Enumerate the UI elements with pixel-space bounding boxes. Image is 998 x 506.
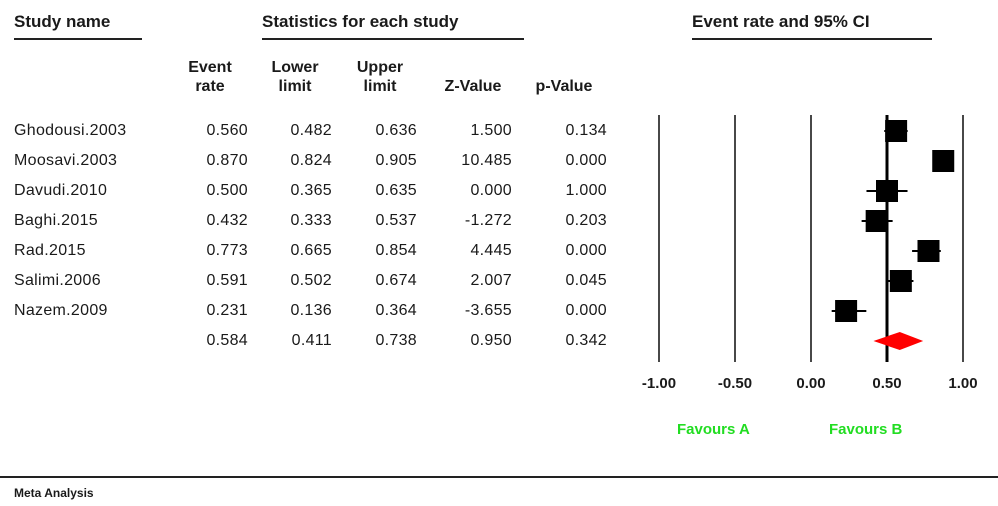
z-value-cell: 1.500 xyxy=(470,122,512,139)
study-name-cell: Salimi.2006 xyxy=(14,272,101,289)
lower-limit-cell: 0.502 xyxy=(290,272,332,289)
study-name-cell: Rad.2015 xyxy=(14,242,86,259)
study-marker xyxy=(889,270,912,292)
x-tick-label: -0.50 xyxy=(718,375,752,392)
x-tick-label: 1.00 xyxy=(948,375,977,392)
upper-limit-cell: 0.537 xyxy=(375,212,417,229)
lower-limit-cell: 0.411 xyxy=(291,332,332,349)
lower-limit-cell: 0.136 xyxy=(290,302,332,319)
column-header-line2: p-Value xyxy=(535,78,593,95)
z-value-cell: 0.000 xyxy=(470,182,512,199)
study-row: Salimi.2006 0.591 0.502 0.674 2.007 0.045 xyxy=(0,266,640,296)
study-name-cell: Baghi.2015 xyxy=(14,212,98,229)
column-header-line2: limit xyxy=(363,78,397,95)
study-row: Rad.2015 0.773 0.665 0.854 4.445 0.000 xyxy=(0,236,640,266)
statistics-header: Statistics for each study xyxy=(262,12,459,31)
p-value-cell: 1.000 xyxy=(565,182,607,199)
column-header-upper-limit: Upper limit xyxy=(340,58,420,96)
column-header-z-value: Z-Value xyxy=(428,58,518,96)
column-header-line2: limit xyxy=(278,78,312,95)
p-value-cell: 0.000 xyxy=(565,302,607,319)
p-value-cell: 0.203 xyxy=(565,212,607,229)
z-value-cell: 4.445 xyxy=(470,242,512,259)
event-rate-cell: 0.500 xyxy=(206,182,248,199)
x-tick-label: -1.00 xyxy=(642,375,676,392)
study-name-cell: Nazem.2009 xyxy=(14,302,108,319)
event-rate-cell: 0.584 xyxy=(206,332,248,349)
p-value-cell: 0.000 xyxy=(565,152,607,169)
upper-limit-cell: 0.738 xyxy=(375,332,417,349)
z-value-cell: -1.272 xyxy=(464,212,512,229)
event-rate-cell: 0.432 xyxy=(206,212,248,229)
forest-plot: -1.00 -0.50 0.00 0.50 1.00 xyxy=(642,115,978,392)
study-row: Nazem.2009 0.231 0.136 0.364 -3.655 0.000 xyxy=(0,296,640,326)
column-header-event-rate: Event rate xyxy=(170,58,250,96)
column-header-line1: Event xyxy=(188,59,232,76)
plot-title-underline xyxy=(692,38,932,40)
study-marker xyxy=(917,240,940,262)
summary-row: 0.584 0.411 0.738 0.950 0.342 xyxy=(0,326,640,356)
column-header-p-value: p-Value xyxy=(518,58,610,96)
footer-label: Meta Analysis xyxy=(14,486,94,500)
upper-limit-cell: 0.635 xyxy=(375,182,417,199)
study-name-cell: Ghodousi.2003 xyxy=(14,122,127,139)
study-row: Ghodousi.2003 0.560 0.482 0.636 1.500 0.134 xyxy=(0,116,640,146)
z-value-cell: 10.485 xyxy=(461,152,512,169)
study-row: Baghi.2015 0.432 0.333 0.537 -1.272 0.203 xyxy=(0,206,640,236)
summary-diamond xyxy=(873,332,924,350)
event-rate-cell: 0.870 xyxy=(206,152,248,169)
p-value-cell: 0.045 xyxy=(565,272,607,289)
lower-limit-cell: 0.482 xyxy=(290,122,332,139)
upper-limit-cell: 0.636 xyxy=(375,122,417,139)
study-row: Davudi.2010 0.500 0.365 0.635 0.000 1.000 xyxy=(0,176,640,206)
study-name-underline xyxy=(14,38,142,40)
favours-b-label: Favours B xyxy=(829,421,903,438)
study-marker xyxy=(876,180,898,202)
study-name-header: Study name xyxy=(14,12,111,31)
study-marker xyxy=(885,120,908,142)
study-marker xyxy=(932,150,955,172)
p-value-cell: 0.000 xyxy=(565,242,607,259)
upper-limit-cell: 0.364 xyxy=(375,302,417,319)
upper-limit-cell: 0.674 xyxy=(375,272,417,289)
event-rate-cell: 0.591 xyxy=(206,272,248,289)
lower-limit-cell: 0.333 xyxy=(290,212,332,229)
event-rate-cell: 0.560 xyxy=(206,122,248,139)
event-rate-cell: 0.231 xyxy=(206,302,248,319)
x-tick-label: 0.50 xyxy=(872,375,901,392)
p-value-cell: 0.134 xyxy=(565,122,607,139)
column-header-line2: rate xyxy=(195,78,225,95)
z-value-cell: 2.007 xyxy=(470,272,512,289)
event-rate-cell: 0.773 xyxy=(206,242,248,259)
column-header-line1 xyxy=(428,58,518,77)
lower-limit-cell: 0.665 xyxy=(290,242,332,259)
study-row: Moosavi.2003 0.870 0.824 0.905 10.485 0.000 xyxy=(0,146,640,176)
column-header-line1 xyxy=(518,58,610,77)
study-marker xyxy=(865,210,888,232)
z-value-cell: -3.655 xyxy=(464,302,512,319)
column-header-line1: Lower xyxy=(271,59,319,76)
p-value-cell: 0.342 xyxy=(565,332,607,349)
x-tick-label: 0.00 xyxy=(796,375,825,392)
z-value-cell: 0.950 xyxy=(470,332,512,349)
study-name-cell: Davudi.2010 xyxy=(14,182,108,199)
study-name-cell: Moosavi.2003 xyxy=(14,152,118,169)
lower-limit-cell: 0.365 xyxy=(290,182,332,199)
lower-limit-cell: 0.824 xyxy=(290,152,332,169)
statistics-underline xyxy=(262,38,524,40)
column-header-line2: Z-Value xyxy=(444,78,502,95)
upper-limit-cell: 0.854 xyxy=(375,242,417,259)
upper-limit-cell: 0.905 xyxy=(375,152,417,169)
study-marker xyxy=(835,300,858,322)
footer-divider xyxy=(0,476,998,478)
favours-a-label: Favours A xyxy=(677,421,750,438)
column-header-line1: Upper xyxy=(356,59,404,76)
column-header-lower-limit: Lower limit xyxy=(255,58,335,96)
plot-title: Event rate and 95% CI xyxy=(692,12,870,31)
